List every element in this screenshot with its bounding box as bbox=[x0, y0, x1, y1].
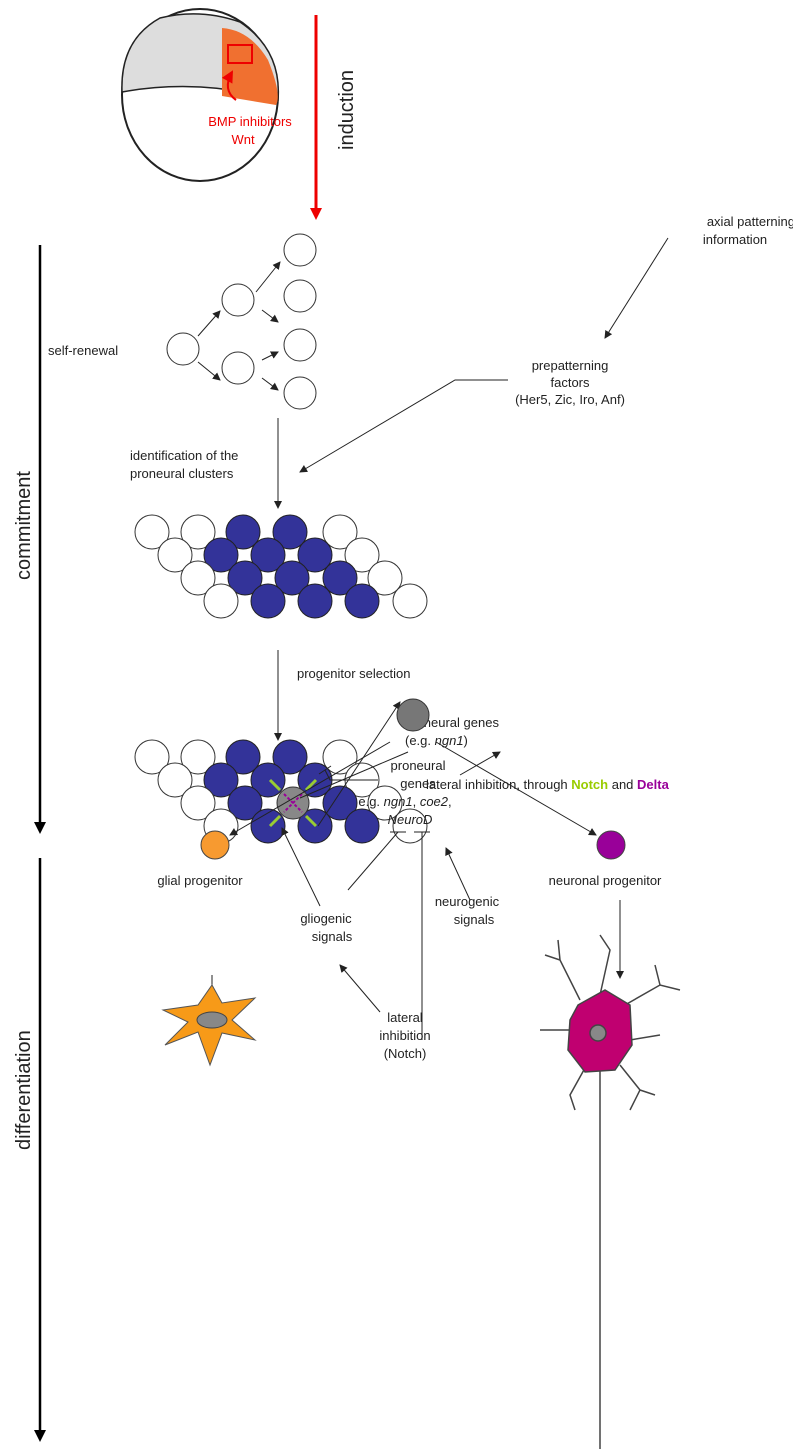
axial-label: axial patterning bbox=[707, 214, 793, 229]
proneural-label: NeuroD bbox=[388, 812, 433, 827]
diagram: BMP inhibitors Wnt induction commitment … bbox=[0, 0, 793, 1449]
prepatterning-label: (Her5, Zic, Iro, Anf) bbox=[515, 392, 625, 407]
cell bbox=[251, 584, 285, 618]
self-renewal-tree bbox=[167, 234, 316, 409]
gene: ngn1 bbox=[384, 794, 413, 809]
lateral-inhibition-label: inhibition bbox=[379, 1028, 430, 1043]
embryo: BMP inhibitors Wnt bbox=[122, 9, 292, 181]
arrow bbox=[300, 380, 508, 472]
glial-progenitor-label: glial progenitor bbox=[157, 873, 243, 888]
proneural-label: proneural bbox=[391, 758, 446, 773]
cell bbox=[345, 584, 379, 618]
gliogenic-label: signals bbox=[312, 929, 353, 944]
delta: Delta bbox=[637, 777, 670, 792]
neuron bbox=[540, 935, 680, 1449]
stage-arrowhead bbox=[34, 822, 46, 834]
text: e.g. bbox=[358, 794, 383, 809]
proneural-genes-label: (e.g. ngn1) bbox=[405, 733, 468, 748]
lateral-inhibition-label: lateral bbox=[387, 1010, 423, 1025]
cell bbox=[298, 584, 332, 618]
axial-label: information bbox=[703, 232, 767, 247]
proneural-label: e.g. ngn1, coe2, bbox=[358, 794, 451, 809]
lateral-inhibition-label: (Notch) bbox=[384, 1046, 427, 1061]
text: , bbox=[413, 794, 420, 809]
prepatterning-label: factors bbox=[550, 375, 590, 390]
induction-label: Wnt bbox=[231, 132, 255, 147]
self-renewal-label: self-renewal bbox=[48, 343, 118, 358]
arrow bbox=[605, 238, 668, 338]
progenitor-selection-label: progenitor selection bbox=[297, 666, 410, 681]
text: lateral inhibition, through bbox=[426, 777, 571, 792]
text: and bbox=[608, 777, 637, 792]
gene: ngn1 bbox=[435, 733, 464, 748]
proneural-label: genes bbox=[400, 776, 436, 791]
stage-arrowhead bbox=[34, 1430, 46, 1442]
cell bbox=[393, 584, 427, 618]
proneural-cluster bbox=[135, 515, 427, 618]
neurogenic-label: neurogenic bbox=[435, 894, 500, 909]
gliogenic-label: gliogenic bbox=[300, 911, 352, 926]
stage-label: differentiation bbox=[13, 1030, 35, 1150]
neuronal-progenitor-cell bbox=[597, 831, 625, 859]
text: ) bbox=[464, 733, 468, 748]
glial-cell bbox=[163, 985, 255, 1065]
selected-progenitor bbox=[270, 780, 316, 826]
prepatterning-label: prepatterning bbox=[532, 358, 609, 373]
induction-arrowhead bbox=[310, 208, 322, 220]
text: (e.g. bbox=[405, 733, 435, 748]
stage-label: induction bbox=[336, 70, 358, 150]
cell bbox=[345, 809, 379, 843]
cell bbox=[204, 584, 238, 618]
cell bbox=[251, 809, 285, 843]
text: , bbox=[448, 794, 452, 809]
glial-progenitor-cell bbox=[201, 831, 229, 859]
progenitor bbox=[397, 699, 429, 731]
identification-label: identification of the bbox=[130, 448, 238, 463]
neurogenic-label: signals bbox=[454, 912, 495, 927]
lateral-inhibition-label: lateral inhibition, through Notch and De… bbox=[426, 777, 670, 792]
gene: coe2 bbox=[420, 794, 449, 809]
proneural-cluster bbox=[135, 740, 427, 843]
identification-label: proneural clusters bbox=[130, 466, 234, 481]
induction-label: BMP inhibitors bbox=[208, 114, 292, 129]
stage-label: commitment bbox=[13, 471, 35, 580]
neuronal-progenitor-label: neuronal progenitor bbox=[549, 873, 662, 888]
notch: Notch bbox=[571, 777, 608, 792]
